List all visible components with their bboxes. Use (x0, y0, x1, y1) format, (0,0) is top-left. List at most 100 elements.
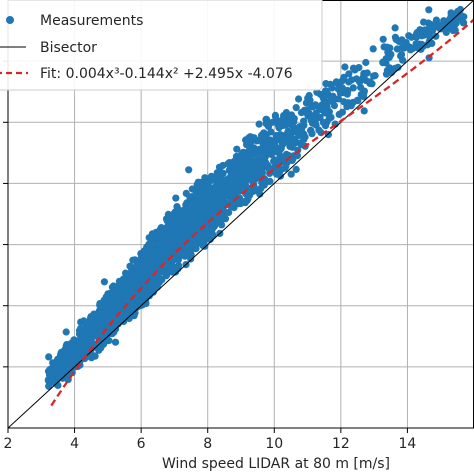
x-tick-label: 14 (399, 436, 417, 452)
measurement-point (157, 251, 165, 259)
x-tick-label: 4 (70, 436, 79, 452)
measurement-point (326, 80, 334, 88)
measurement-point (83, 326, 91, 334)
measurement-point (77, 324, 85, 332)
measurement-point (287, 170, 295, 178)
measurement-point (324, 131, 332, 139)
measurement-point (172, 268, 180, 276)
measurement-point (163, 217, 171, 225)
measurement-point (172, 237, 180, 245)
measurement-point (148, 237, 156, 245)
measurement-point (412, 33, 421, 41)
measurement-point (383, 66, 391, 74)
measurement-point (212, 184, 220, 192)
measurement-point (96, 301, 104, 309)
measurement-point (205, 185, 213, 194)
measurement-point (175, 262, 183, 270)
measurement-point (397, 52, 405, 60)
x-tick-label: 8 (203, 436, 212, 452)
measurement-point (62, 328, 70, 336)
measurement-point (144, 255, 152, 263)
measurement-point (148, 230, 156, 238)
measurement-point (138, 288, 146, 297)
measurement-point (215, 190, 223, 198)
measurement-point (100, 278, 108, 286)
measurement-point (218, 221, 226, 229)
legend-label-fit: Fit: 0.004x³-0.144x² +2.495x -4.076 (40, 66, 293, 82)
measurement-point (271, 112, 280, 121)
measurement-point (300, 117, 308, 125)
measurement-point (141, 270, 149, 278)
measurement-point (282, 121, 290, 129)
measurement-point (140, 247, 149, 255)
measurement-point (90, 310, 98, 318)
measurement-point (251, 145, 259, 153)
measurement-point (330, 102, 338, 110)
measurement-point (391, 24, 399, 32)
measurement-point (199, 212, 207, 220)
measurement-point (288, 156, 296, 165)
measurement-point (126, 262, 134, 270)
measurement-point (267, 150, 275, 159)
measurement-point (157, 229, 165, 237)
measurement-point (240, 148, 248, 156)
measurement-point (89, 329, 97, 337)
measurement-point (354, 97, 362, 105)
measurement-point (172, 194, 180, 202)
legend-marker-measurements (6, 16, 14, 24)
measurement-point (262, 120, 270, 128)
measurement-point (168, 263, 177, 271)
measurement-point (272, 137, 280, 145)
measurement-point (407, 33, 416, 41)
measurement-point (195, 235, 203, 243)
measurement-point (177, 236, 185, 244)
measurement-point (391, 64, 399, 72)
x-axis-label: Wind speed LIDAR at 80 m [m/s] (162, 456, 390, 472)
measurement-point (261, 134, 269, 142)
measurement-point (335, 110, 343, 118)
measurement-point (77, 341, 85, 349)
measurement-point (369, 45, 377, 53)
measurement-point (282, 160, 290, 168)
measurement-point (127, 286, 136, 294)
measurement-point (323, 109, 331, 117)
measurement-point (130, 312, 138, 320)
measurement-point (360, 107, 368, 115)
measurement-point (360, 89, 368, 97)
measurement-point (51, 367, 60, 375)
measurement-point (366, 79, 374, 87)
measurement-point (67, 341, 75, 349)
measurement-point (432, 32, 440, 40)
measurement-point (304, 94, 312, 102)
measurement-point (292, 165, 300, 173)
measurement-point (420, 18, 428, 26)
measurement-point (360, 74, 368, 82)
legend: Measurements Bisector Fit: 0.004x³-0.144… (0, 0, 323, 91)
measurement-point (184, 230, 192, 238)
measurement-point (459, 19, 467, 27)
measurement-point (333, 79, 341, 87)
measurement-point (195, 197, 203, 205)
measurement-point (45, 353, 53, 361)
measurement-point (183, 221, 191, 229)
measurement-point (172, 219, 181, 227)
measurement-point (240, 175, 248, 183)
measurement-point (295, 95, 303, 103)
measurement-point (264, 143, 272, 151)
measurement-point (45, 382, 53, 390)
measurement-point (426, 32, 434, 40)
measurement-point (121, 275, 129, 283)
measurement-point (148, 282, 156, 290)
measurement-point (133, 303, 141, 311)
measurement-point (113, 294, 122, 302)
measurement-point (278, 136, 286, 144)
legend-label-bisector: Bisector (40, 40, 97, 56)
measurement-point (334, 95, 343, 103)
measurement-point (54, 355, 63, 363)
measurement-point (46, 371, 54, 380)
measurement-point (257, 170, 265, 178)
measurement-point (452, 19, 460, 27)
measurement-point (371, 72, 379, 80)
measurement-point (420, 31, 428, 39)
measurement-point (73, 353, 81, 361)
